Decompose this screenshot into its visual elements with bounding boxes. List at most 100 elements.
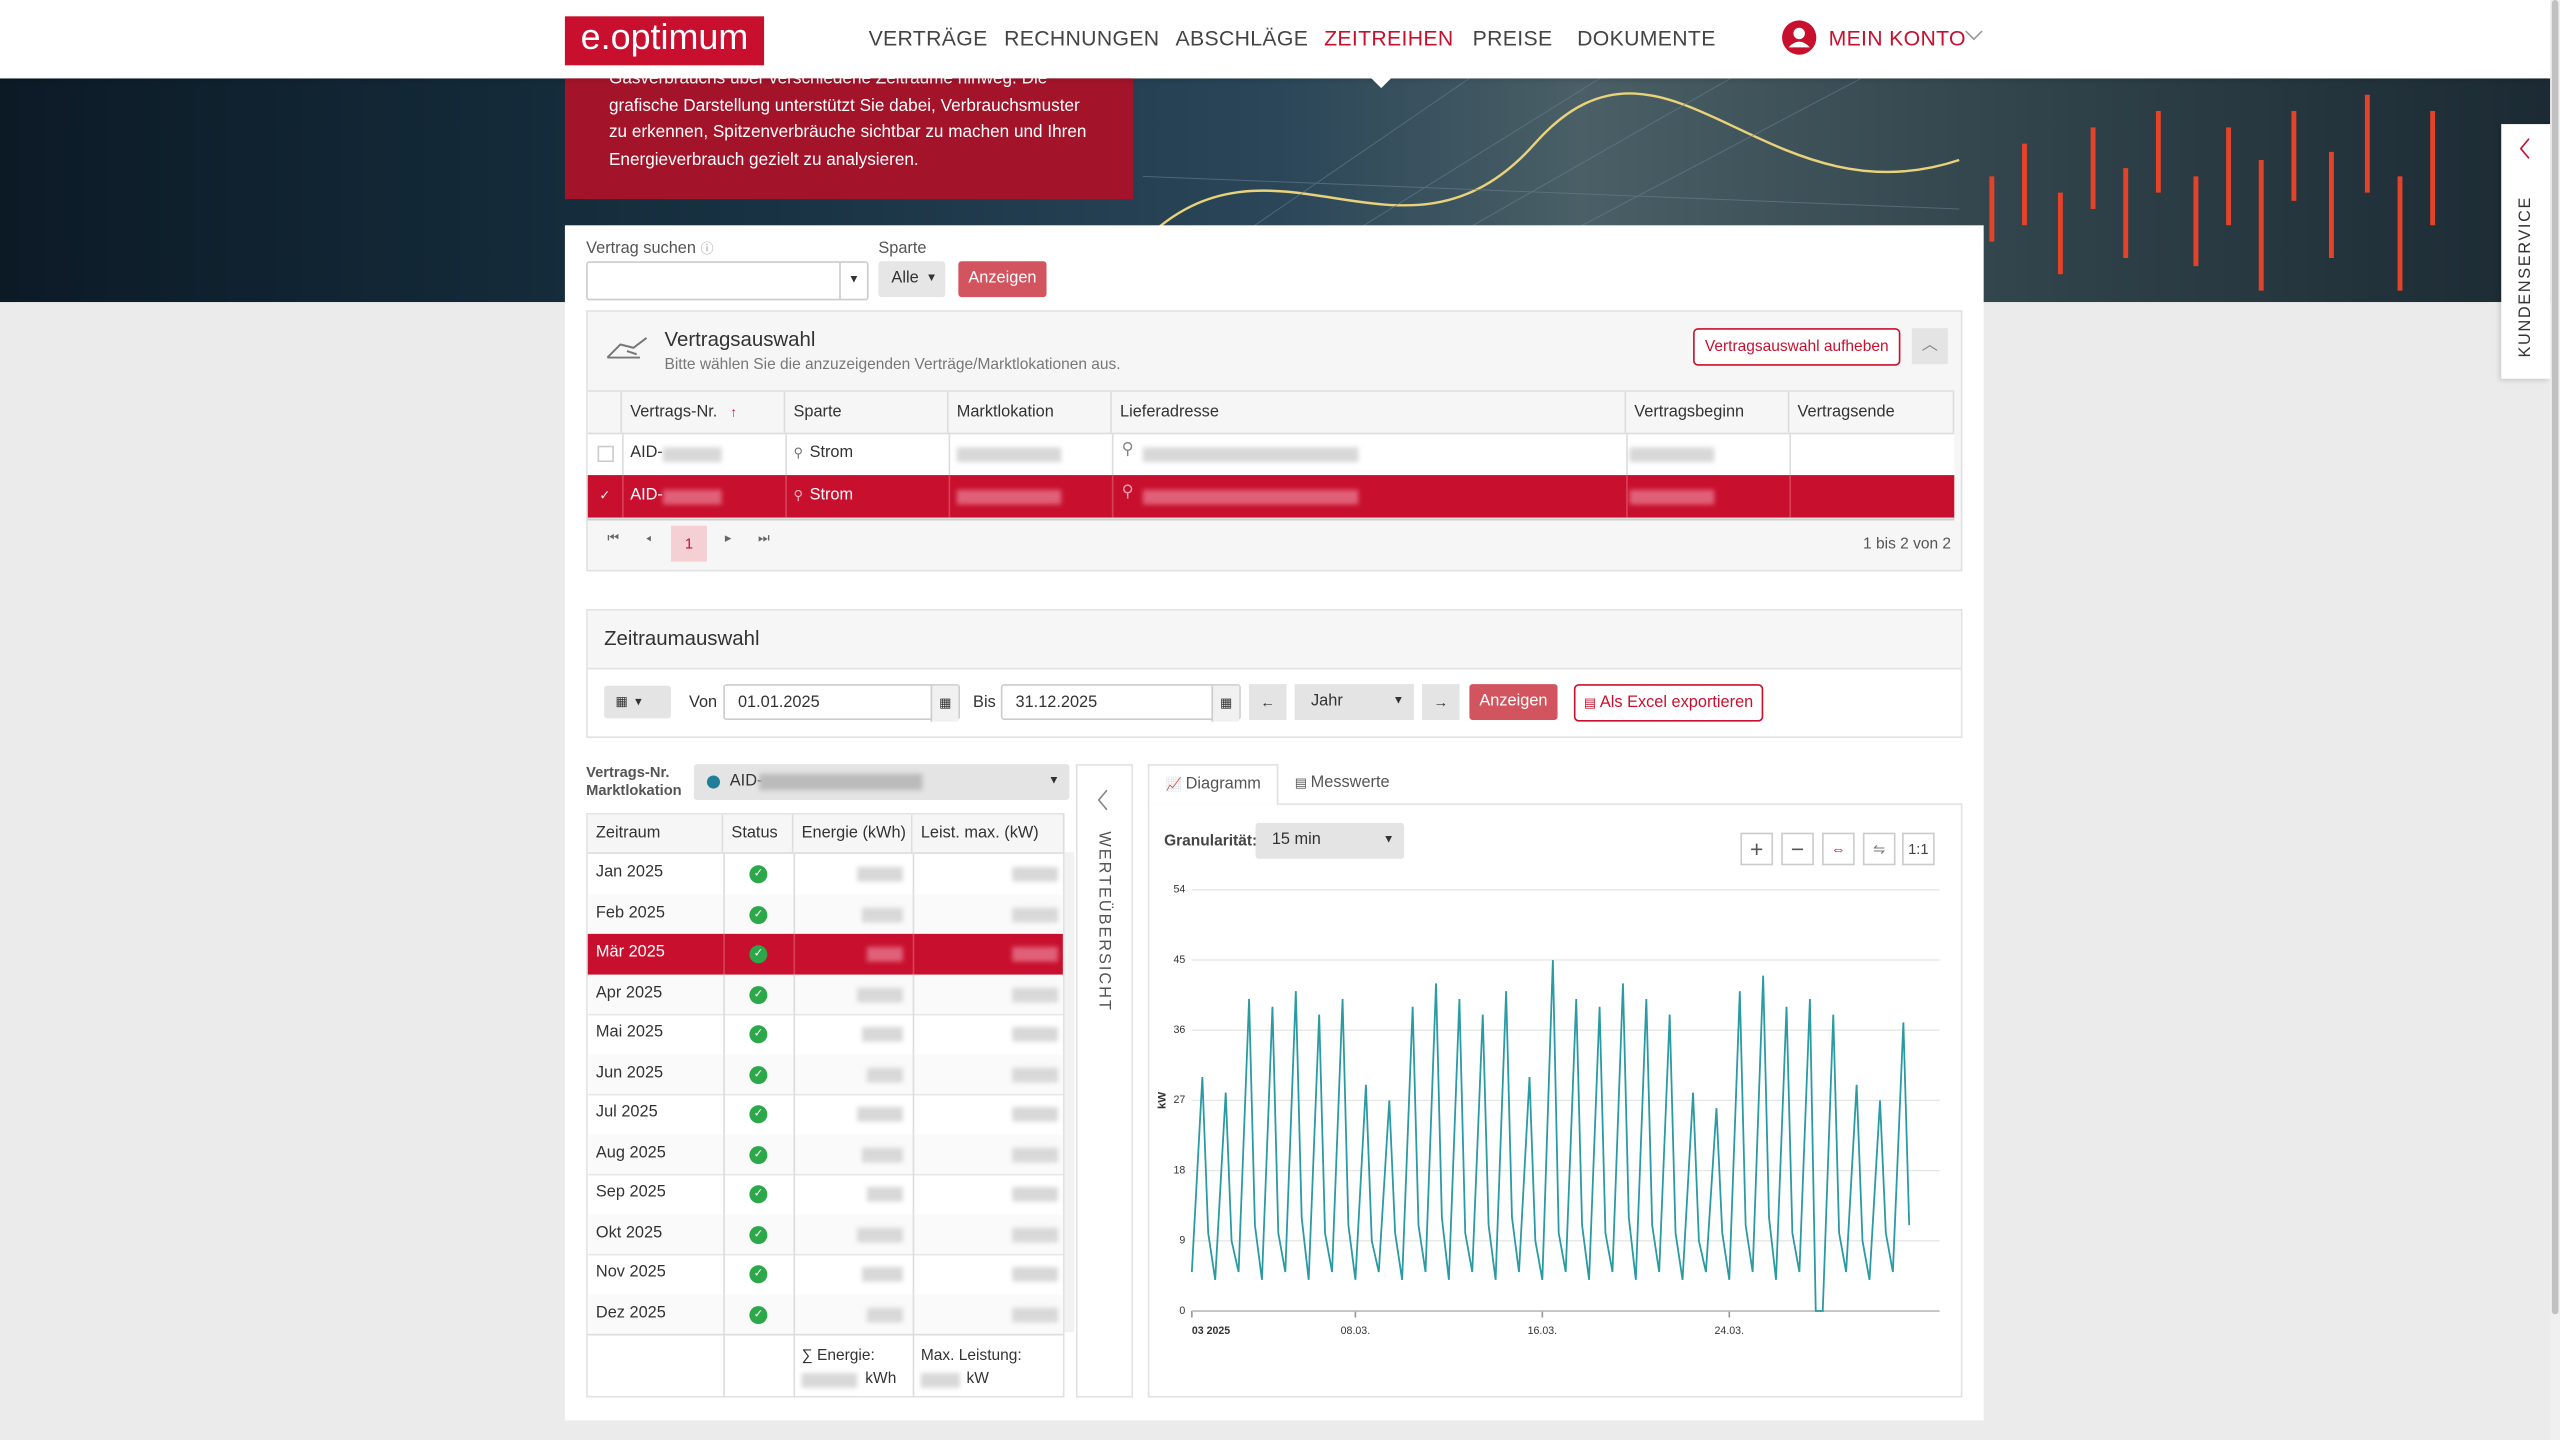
redacted	[1142, 489, 1359, 505]
fit[interactable]: ⇋	[1862, 832, 1896, 866]
cell-text: Strom	[809, 444, 854, 463]
month-row[interactable]: Dez 2025 ✓	[587, 1293, 1063, 1336]
redacted	[1012, 1266, 1058, 1282]
pager-arrows[interactable]: ▸ ⏭	[724, 530, 770, 546]
step-select[interactable]: Jahr ▼	[1294, 684, 1414, 720]
redacted	[1012, 1186, 1058, 1202]
nav-item[interactable]: DOKUMENTE	[1577, 26, 1716, 51]
tab[interactable]: ▤ Messwerte	[1295, 774, 1390, 792]
header-cell: Vertrags-Nr. ↑	[622, 391, 786, 433]
month-row[interactable]: Apr 2025 ✓	[587, 973, 1063, 1016]
zoom-reset[interactable]: 1:1	[1902, 832, 1935, 866]
select-value: Alle	[891, 269, 919, 288]
cell-border	[723, 1293, 725, 1334]
zoom-out[interactable]: −	[1781, 832, 1814, 866]
value-overview-tab[interactable]: WERTEÜBERSICHT	[1075, 764, 1134, 1398]
redacted	[1012, 1026, 1058, 1042]
account-icon[interactable]	[1781, 20, 1817, 56]
search-button[interactable]: Anzeigen	[958, 261, 1047, 298]
zoom-in[interactable]: +	[1740, 832, 1774, 866]
row-checkbox[interactable]: ✓	[588, 475, 624, 518]
pager-arrows[interactable]: ⏮ ◂	[607, 530, 652, 546]
overview-select-label: Vertrags-Nr. Marktlokation	[586, 764, 682, 800]
logo[interactable]: e.optimum	[564, 16, 765, 66]
redacted	[866, 1066, 903, 1082]
header-cell: Vertragsbeginn	[1626, 391, 1790, 433]
month-row[interactable]: Jun 2025 ✓	[587, 1053, 1063, 1096]
redacted	[956, 447, 1062, 463]
cell: ⚲ Strom	[785, 475, 948, 517]
table-row[interactable]: AID- ⚲ Strom ⚲	[587, 432, 1955, 477]
y-tick-label: 9	[1179, 1235, 1185, 1247]
cell-border	[948, 475, 951, 518]
month-label: Dez 2025	[595, 1303, 666, 1322]
account-link[interactable]: MEIN KONTO	[1828, 26, 1966, 51]
cell-border	[912, 1293, 915, 1334]
pager-page[interactable]: 1	[671, 525, 707, 562]
nav-item[interactable]: RECHNUNGEN	[1004, 26, 1160, 51]
export-button[interactable]: ▤ Als Excel exportieren	[1573, 684, 1764, 722]
y-axis-label: kW	[1157, 1092, 1169, 1109]
month-row[interactable]: Jan 2025 ✓	[587, 853, 1063, 896]
status-ok: ✓	[749, 1105, 768, 1124]
month-label: Jun 2025	[595, 1063, 664, 1082]
month-row[interactable]: Feb 2025 ✓	[587, 893, 1063, 936]
month-row[interactable]: Nov 2025 ✓	[587, 1253, 1063, 1296]
service-arrow	[2519, 138, 2530, 159]
clear-selection-button[interactable]: Vertragsauswahl aufheben	[1693, 328, 1901, 366]
table-row[interactable]: ✓ AID- ⚲ Strom ⚲	[587, 475, 1955, 520]
cell-border	[793, 1093, 796, 1134]
cell: ⚲ Strom	[785, 433, 948, 475]
sort-icon[interactable]: ↑	[730, 404, 737, 420]
cell-border	[793, 933, 796, 974]
calendar-icon[interactable]: ▦	[1211, 685, 1240, 722]
contract-search-input[interactable]: ▼	[586, 261, 869, 301]
month-row[interactable]: Okt 2025 ✓	[587, 1213, 1063, 1256]
calendar-icon[interactable]: ▦	[930, 685, 959, 722]
granularity-select[interactable]: 15 min ▼	[1255, 822, 1405, 859]
month-row[interactable]: Mär 2025 ✓	[587, 933, 1063, 976]
header: e.optimum VERTRÄGE RECHNUNGEN ABSCHLÄGE ZEI…	[0, 0, 2551, 89]
to-input[interactable]: 31.12.2025 ▦	[1000, 684, 1241, 722]
dropdown-caret: ▼	[1048, 775, 1060, 787]
cell-border	[723, 1093, 725, 1134]
month-row[interactable]: Jul 2025 ✓	[587, 1093, 1063, 1136]
month-row[interactable]: Aug 2025 ✓	[587, 1133, 1063, 1176]
calendar-select[interactable]: ▦ ▾	[604, 685, 672, 719]
sparte-select[interactable]: Alle ▼	[878, 261, 946, 298]
cell-border	[723, 1335, 725, 1398]
nav-item[interactable]: VERTRÄGE	[868, 26, 988, 51]
pan[interactable]: ⇔	[1822, 832, 1855, 866]
scrollbar[interactable]	[2550, 0, 2560, 1440]
from-input[interactable]: 01.01.2025 ▦	[723, 684, 960, 722]
collapse-button[interactable]: ︿	[1911, 328, 1948, 365]
cell-border	[948, 432, 951, 476]
cell-border	[785, 475, 787, 518]
y-tick-label: 27	[1173, 1094, 1185, 1106]
table-scrollbar[interactable]	[1064, 852, 1075, 1333]
contract-table: Vertrags-Nr. ↑ Sparte Marktlokation Lieferad…	[587, 390, 1955, 521]
cell-border	[1789, 475, 1792, 518]
row-checkbox[interactable]	[588, 432, 624, 476]
redacted	[1012, 1306, 1058, 1322]
sum-label: ∑ Energie:	[801, 1346, 875, 1365]
tab-icon: ▤	[1294, 775, 1311, 791]
month-label: Okt 2025	[595, 1223, 663, 1242]
tab-active[interactable]: 📈 Diagramm	[1147, 764, 1279, 805]
nav-item[interactable]: ZEITREIHEN	[1324, 26, 1454, 51]
prev-button[interactable]: ←	[1248, 684, 1287, 720]
cell-border	[793, 1253, 796, 1294]
redacted	[862, 1026, 903, 1042]
nav-item[interactable]: ABSCHLÄGE	[1175, 26, 1309, 51]
scroll-thumb[interactable]	[2551, 0, 2559, 1315]
service-tab[interactable]: KUNDENSERVICE	[2501, 124, 2551, 379]
nav-indicator	[1368, 75, 1395, 89]
show-button[interactable]: Anzeigen	[1469, 684, 1558, 720]
nav-item[interactable]: PREISE	[1472, 26, 1553, 51]
overview-select[interactable]: AID- ▼	[693, 764, 1070, 800]
input-value: 01.01.2025	[737, 693, 820, 712]
next-button[interactable]: →	[1422, 684, 1460, 720]
series-line	[1190, 959, 1911, 1312]
month-row[interactable]: Mai 2025 ✓	[587, 1013, 1063, 1056]
month-row[interactable]: Sep 2025 ✓	[587, 1173, 1063, 1216]
